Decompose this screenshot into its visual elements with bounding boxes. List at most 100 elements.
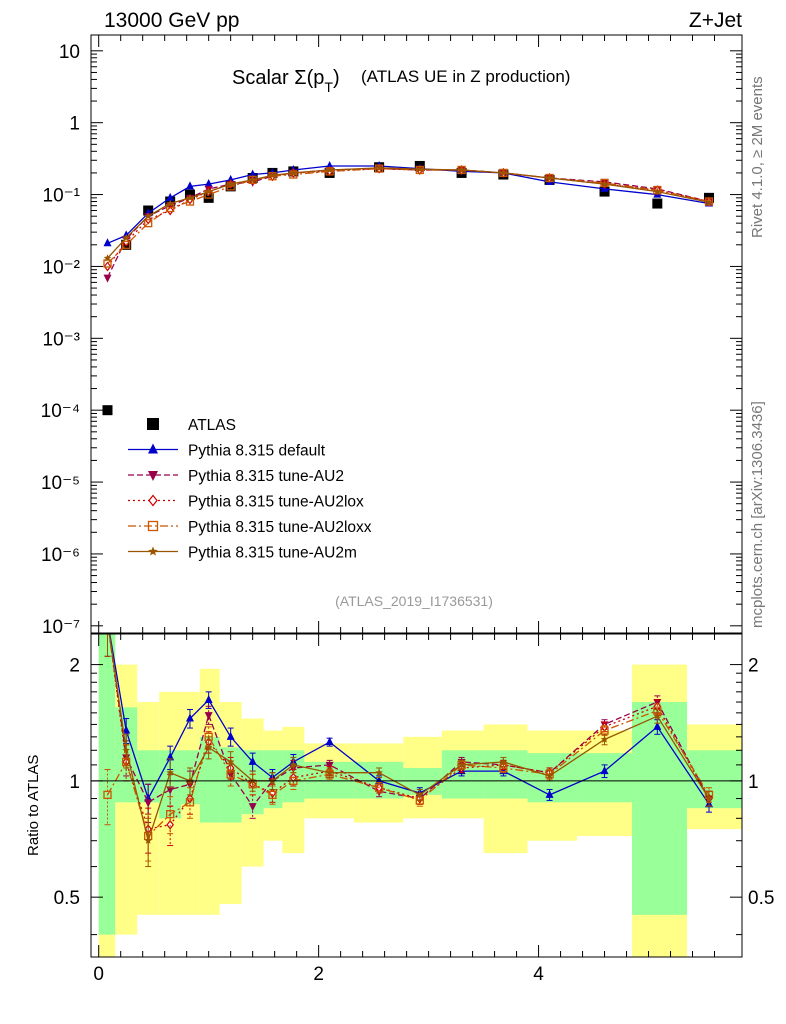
series-5-ratio-point-10	[325, 768, 334, 776]
series-1-upper-point-5-shape	[204, 179, 213, 188]
series-5-upper-point-10-shape	[325, 166, 334, 174]
series-1-upper-point-0-shape	[103, 238, 112, 247]
series-5-upper-point-0	[103, 254, 112, 262]
series-4-ratio-point-0-shape	[103, 790, 112, 800]
series-1-upper-point-4	[185, 181, 194, 190]
xtick-label-2: 4	[533, 964, 544, 985]
series-5-upper-line	[107, 167, 710, 259]
series-4-ratio-point-11-shape	[374, 783, 384, 792]
upper-ytick-label-2: 10⁻¹	[43, 186, 81, 207]
xtick-label-1: 2	[313, 964, 324, 985]
series-5-upper-point-11	[375, 163, 383, 172]
series-1-ratio-point-16-shape	[600, 766, 609, 775]
side-top-label: Rivet 4.1.0, ≥ 2M events	[749, 76, 766, 238]
upper-ytick-label-7: 10⁻⁶	[41, 545, 80, 566]
series-5-upper-point-17	[653, 187, 662, 195]
upper-ytick-label-0: 10	[59, 42, 80, 63]
series-1-upper-point-7	[248, 169, 257, 178]
series-1-ratio-point-17-shape	[653, 721, 662, 730]
series-5-upper-point-9	[289, 168, 298, 177]
series-1-ratio-point-5	[204, 694, 213, 703]
band-inner-18	[687, 750, 742, 809]
series-5-upper-point-11-shape	[375, 163, 383, 172]
upper-series-layer	[102, 160, 715, 416]
legend-label-2: Pythia 8.315 tune-AU2	[188, 468, 344, 485]
series-5-ratio-point-1-shape	[122, 746, 130, 754]
series-5-ratio-point-13	[457, 760, 466, 769]
series-1-ratio-point-15-shape	[545, 789, 554, 798]
series-5-ratio-point-14	[499, 757, 508, 766]
plot-title-subscript: T	[324, 79, 333, 95]
series-5-ratio-point-1	[122, 746, 130, 754]
series-5-ratio-point-15-shape	[545, 771, 554, 780]
series-5-ratio-point-6	[226, 757, 235, 766]
series-1-upper-point-4-shape	[185, 181, 194, 190]
series-5-upper-point-13	[457, 166, 466, 174]
series-5-ratio-point-6-shape	[226, 757, 235, 766]
series-5-upper-point-8-shape	[268, 171, 277, 179]
series-4-ratio-point-3-shape	[166, 810, 175, 819]
series-2-ratio-point-0-shape	[103, 618, 111, 626]
series-2-ratio-point-5-shape	[204, 712, 213, 721]
series-5-ratio-point-18	[705, 794, 713, 802]
upper-panel-frame	[90, 34, 743, 634]
analysis-id-label: (ATLAS_2019_I1736531)	[335, 593, 493, 609]
series-5-ratio-point-15	[545, 771, 554, 780]
series-4-ratio-point-11	[374, 783, 384, 792]
series-5-ratio-point-16-shape	[600, 735, 609, 743]
series-4-upper-point-17-shape	[653, 186, 662, 195]
legend-marker-0	[147, 418, 159, 430]
series-4-ratio-point-4	[185, 798, 195, 807]
series-0-point-17-shape	[652, 198, 663, 209]
series-5-upper-point-7	[248, 175, 257, 184]
legend-marker-5-shape	[148, 546, 158, 556]
series-2-ratio-point-10-shape	[325, 761, 334, 770]
series-1-upper-point-7-shape	[248, 169, 257, 178]
series-5-upper-point-2	[144, 212, 152, 220]
series-1-ratio-point-5-shape	[204, 694, 213, 703]
series-5-ratio-point-0-shape	[104, 617, 112, 624]
series-0-point-0-shape	[102, 405, 113, 416]
series-2-ratio-point-3-shape	[166, 786, 175, 795]
series-5-ratio-point-16	[600, 735, 609, 743]
series-5-ratio-point-17-shape	[653, 712, 662, 720]
series-1-upper-point-6-shape	[226, 174, 235, 183]
series-5-upper-point-1-shape	[122, 233, 130, 242]
series-5-ratio-point-0	[104, 617, 112, 624]
upper-ytick-label-4: 10⁻³	[43, 329, 81, 350]
series-2-ratio-point-7	[248, 803, 257, 812]
plot-title: Scalar Σ(pT)	[232, 67, 340, 95]
series-5-upper-point-6-shape	[226, 180, 235, 188]
series-5-ratio-point-2	[144, 836, 152, 844]
legend-marker-2-shape	[148, 471, 158, 481]
series-2-ratio-point-10	[325, 761, 334, 770]
series-2-ratio-point-5	[204, 712, 213, 721]
series-4-ratio-point-8	[268, 790, 277, 800]
legend-marker-4-shape	[147, 520, 159, 532]
ratio-ylabel: Ratio to ATLAS	[25, 755, 42, 856]
series-2-ratio-point-7-shape	[248, 803, 257, 812]
series-1-upper-point-5	[204, 179, 213, 188]
series-4-upper-point-2	[144, 219, 153, 228]
series-5-upper-point-12	[416, 165, 424, 173]
series-1-ratio-point-7-shape	[248, 756, 257, 765]
series-1-ratio-point-6-shape	[226, 731, 235, 740]
series-1-upper-line	[107, 165, 710, 244]
upper-ytick-label-5: 10⁻⁴	[41, 401, 80, 422]
series-5-ratio-point-9-shape	[289, 760, 298, 769]
series-5-upper-point-10	[325, 166, 334, 174]
series-5-upper-point-16	[600, 180, 609, 188]
series-5-ratio-point-3-shape	[166, 768, 174, 776]
ratio-uncertainty-bands	[98, 634, 742, 957]
series-5-ratio-point-12-shape	[416, 790, 424, 799]
series-1-ratio-point-0	[103, 616, 111, 624]
series-5-upper-point-0-shape	[103, 254, 112, 262]
series-5-upper-point-18	[705, 198, 713, 206]
series-5-upper-point-5	[204, 187, 213, 195]
series-4-upper-point-2-shape	[144, 219, 153, 228]
series-2-ratio-point-3	[166, 786, 175, 795]
series-3-ratio-point-0	[104, 617, 110, 625]
legend-marker-3	[148, 494, 158, 507]
series-5-upper-point-16-shape	[600, 180, 609, 188]
